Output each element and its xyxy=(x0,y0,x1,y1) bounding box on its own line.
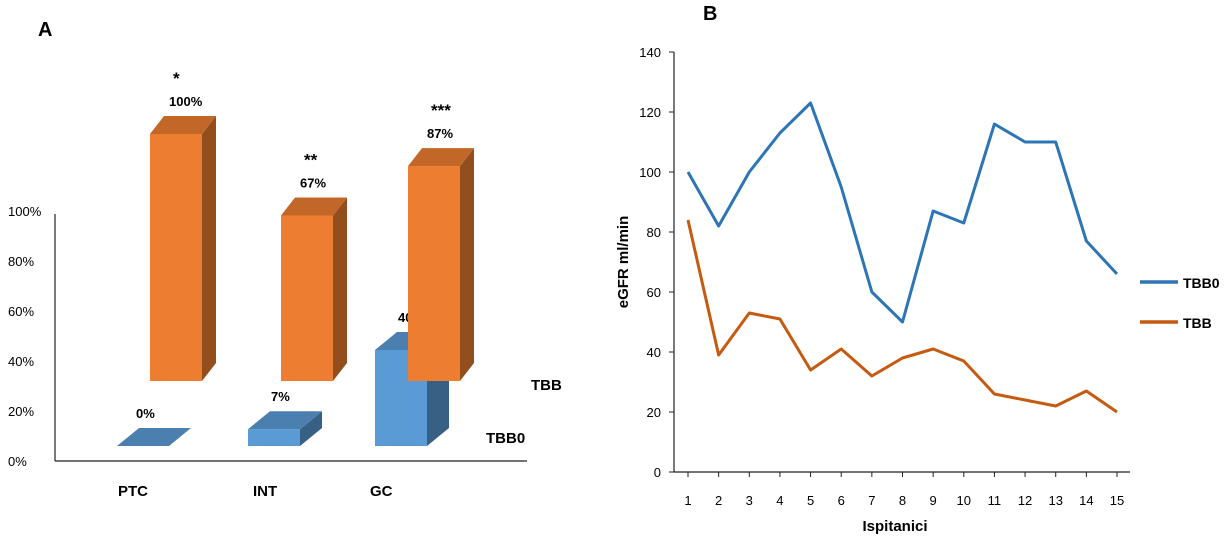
tbb-bar-ptc xyxy=(150,116,216,381)
significance-marker: *** xyxy=(431,101,451,120)
y-tick-label: 60% xyxy=(8,304,34,319)
y-tick-label: 80 xyxy=(647,225,661,240)
x-tick-label: 10 xyxy=(957,493,971,508)
y-tick-label: 140 xyxy=(639,45,661,60)
x-tick-label: 13 xyxy=(1048,493,1062,508)
x-tick-label: 2 xyxy=(715,493,722,508)
y-tick-label: 0 xyxy=(654,465,661,480)
significance-marker: * xyxy=(173,69,180,88)
y-tick-label: 100 xyxy=(639,165,661,180)
x-tick-label: 7 xyxy=(868,493,875,508)
y-tick-label: 120 xyxy=(639,105,661,120)
x-axis-title: Ispitanici xyxy=(862,518,927,535)
x-tick-label: 12 xyxy=(1018,493,1032,508)
series-line-tbb xyxy=(686,219,1118,414)
data-label: 100% xyxy=(169,94,203,109)
data-label: 7% xyxy=(271,389,290,404)
category-label: GC xyxy=(370,483,393,500)
panel-a-label: A xyxy=(38,19,52,41)
significance-marker: ** xyxy=(304,151,318,170)
y-axis-title: eGFR ml/min xyxy=(615,216,632,309)
tbb-bar-gc xyxy=(408,148,474,381)
x-tick-label: 9 xyxy=(930,493,937,508)
y-tick-label: 80% xyxy=(8,254,34,269)
bar-chart-3d: 0%20%40%60%80%100%PTCINTGC0%7%40%100%*67… xyxy=(8,69,562,500)
x-tick-label: 4 xyxy=(776,493,783,508)
tbb-bar-int xyxy=(281,197,347,381)
y-tick-label: 60 xyxy=(647,285,661,300)
y-tick-label: 40% xyxy=(8,354,34,369)
x-tick-label: 3 xyxy=(746,493,753,508)
data-label: 67% xyxy=(300,176,326,191)
category-label: PTC xyxy=(118,483,148,500)
y-tick-label: 100% xyxy=(8,204,42,219)
x-tick-label: 1 xyxy=(684,493,691,508)
category-label: INT xyxy=(253,483,277,500)
y-tick-label: 0% xyxy=(8,454,27,469)
data-label: 87% xyxy=(427,126,453,141)
series-label-tbb: TBB xyxy=(531,377,562,394)
legend-label: TBB0 xyxy=(1183,275,1220,291)
x-tick-label: 15 xyxy=(1110,493,1124,508)
legend-label: TBB xyxy=(1183,315,1212,331)
x-tick-label: 14 xyxy=(1079,493,1093,508)
series-label-tbb0: TBB0 xyxy=(486,430,525,447)
data-label: 0% xyxy=(136,406,155,421)
x-tick-label: 11 xyxy=(988,493,1002,508)
panel-b-label: B xyxy=(703,3,717,25)
x-tick-label: 8 xyxy=(899,493,906,508)
y-tick-label: 20% xyxy=(8,404,34,419)
tbb0-bar-ptc xyxy=(117,428,191,446)
y-tick-label: 20 xyxy=(647,405,661,420)
x-tick-label: 6 xyxy=(838,493,845,508)
y-tick-label: 40 xyxy=(647,345,661,360)
series-line-tbb0 xyxy=(686,101,1119,324)
x-tick-label: 5 xyxy=(807,493,814,508)
tbb0-bar-int xyxy=(248,411,322,446)
